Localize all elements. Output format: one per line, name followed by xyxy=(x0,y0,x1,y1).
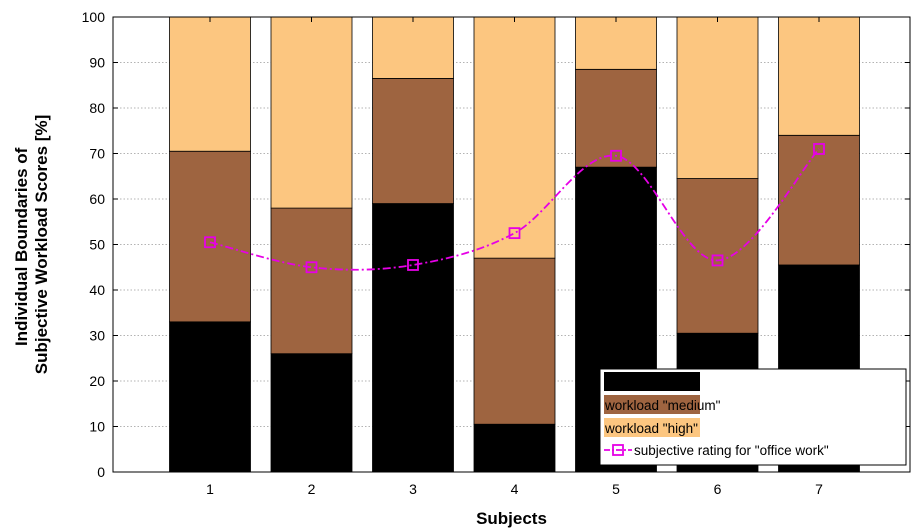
y-axis-label-line-2: Subjective Workload Scores [%] xyxy=(32,115,51,374)
rating-marker xyxy=(610,149,622,162)
bar-segment-medium xyxy=(473,257,556,425)
bar-segment-medium xyxy=(575,68,657,168)
bar-segment-medium xyxy=(778,134,860,266)
x-tick-label: 5 xyxy=(612,481,620,497)
y-tick-label: 30 xyxy=(89,328,105,344)
x-axis-label: Subjects xyxy=(476,509,547,528)
x-tick-label: 6 xyxy=(714,481,722,497)
y-axis: 0 10 20 30 40 50 60 70 80 90 100 xyxy=(82,9,910,480)
y-axis-label: Individual Boundaries of Subjective Work… xyxy=(12,115,51,374)
bar-segment-high xyxy=(169,16,251,152)
legend-box xyxy=(599,368,907,466)
rating-marker xyxy=(305,261,318,274)
legend-swatch-low xyxy=(604,372,700,391)
rating-curve xyxy=(209,148,820,271)
x-tick-label: 1 xyxy=(206,481,214,497)
bar-segment-low xyxy=(473,423,556,473)
bar-segment-low xyxy=(372,203,454,473)
legend-marker-square xyxy=(612,444,624,456)
bar-segment-high xyxy=(473,16,556,259)
y-tick-label: 0 xyxy=(97,464,105,480)
y-tick-label: 70 xyxy=(89,146,105,162)
x-tick-label: 7 xyxy=(815,481,823,497)
y-tick-label: 20 xyxy=(89,373,105,389)
bar-segment-low xyxy=(169,321,251,473)
bar-segment-high xyxy=(778,16,860,136)
bar-segment-high xyxy=(372,16,454,79)
x-tick-label: 3 xyxy=(409,481,417,497)
legend-swatch-medium xyxy=(604,395,700,414)
bar-segment-medium xyxy=(372,78,454,204)
legend: workload "low" workload "medium" workloa… xyxy=(599,368,907,466)
x-tick-label: 4 xyxy=(511,481,519,497)
rating-line xyxy=(204,143,825,274)
legend-label-rating: subjective rating for "office work" xyxy=(634,443,829,458)
rating-marker xyxy=(711,254,724,267)
bars xyxy=(169,16,860,473)
rating-marker xyxy=(508,227,521,240)
y-tick-label: 60 xyxy=(89,191,105,207)
y-tick-label: 10 xyxy=(89,419,105,435)
y-tick-label: 50 xyxy=(89,237,105,253)
y-tick-label: 40 xyxy=(89,282,105,298)
x-axis: 1 2 3 4 5 6 7 xyxy=(206,17,823,497)
bar-segment-low xyxy=(270,353,353,473)
legend-label-low: workload "low" xyxy=(604,375,693,390)
bar-segment-medium xyxy=(270,207,353,355)
y-axis-label-line-1: Individual Boundaries of xyxy=(12,147,31,346)
x-tick-label: 2 xyxy=(308,481,316,497)
bar-segment-high xyxy=(575,16,657,70)
y-tick-label: 80 xyxy=(89,100,105,116)
legend-swatch-high xyxy=(604,418,700,437)
bar-segment-high xyxy=(270,16,353,209)
y-tick-label: 90 xyxy=(89,55,105,71)
y-tick-label: 100 xyxy=(82,9,106,25)
legend-label-high: workload "high" xyxy=(604,421,698,436)
rating-marker xyxy=(204,236,216,249)
rating-marker xyxy=(407,259,419,271)
bar-segment-high xyxy=(676,16,759,179)
rating-marker xyxy=(813,143,825,155)
legend-label-medium: workload "medium" xyxy=(604,398,721,413)
